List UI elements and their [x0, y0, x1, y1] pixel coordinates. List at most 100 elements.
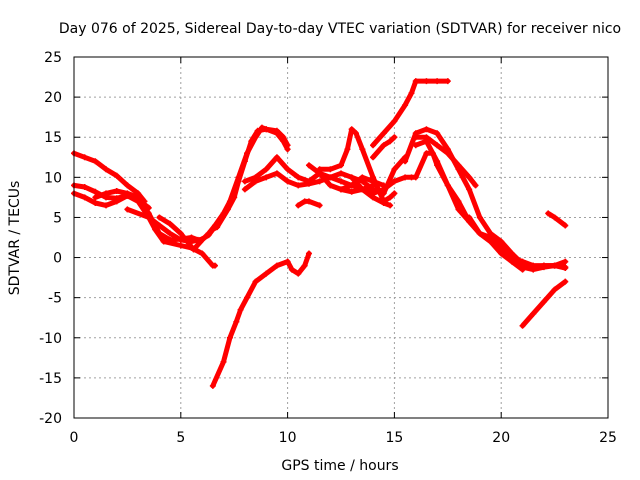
data-point — [226, 334, 233, 341]
data-point — [220, 358, 227, 365]
axis-ticks: 0 5 10 15 20 25 -20 -15 -10 -5 0 5 10 15 20 25 — [39, 50, 617, 446]
data-point — [295, 270, 302, 277]
series-arc-14 — [338, 182, 394, 209]
data-point — [402, 158, 409, 165]
data-point — [263, 166, 270, 173]
y-tick-label: -5 — [48, 291, 62, 307]
data-point — [258, 124, 265, 131]
data-point — [205, 230, 212, 237]
data-point — [391, 178, 398, 185]
data-point — [338, 178, 344, 185]
data-point — [562, 278, 569, 285]
data-point — [167, 230, 174, 237]
data-point — [226, 198, 233, 205]
data-point — [81, 194, 88, 201]
series-arc-5 — [124, 126, 291, 245]
data-series — [71, 78, 569, 389]
data-point — [244, 294, 251, 301]
series-trace — [545, 210, 568, 228]
series-trace — [156, 125, 291, 252]
data-point — [444, 78, 451, 85]
data-point — [434, 158, 441, 165]
data-point — [380, 142, 387, 149]
data-point — [472, 182, 479, 189]
data-point — [135, 194, 142, 201]
data-point — [391, 134, 398, 141]
data-point — [177, 242, 184, 249]
data-point — [423, 150, 430, 157]
data-point — [408, 90, 415, 97]
chart-title: Day 076 of 2025, Sidereal Day-to-day VTE… — [59, 21, 621, 37]
data-point — [370, 186, 377, 193]
x-tick-label: 0 — [70, 430, 79, 446]
data-point — [244, 150, 251, 157]
data-point — [545, 210, 552, 217]
series-arc-20 — [412, 138, 569, 273]
data-point — [434, 130, 441, 137]
data-point — [273, 262, 280, 269]
data-point — [199, 236, 206, 243]
data-point — [540, 264, 547, 271]
data-point — [540, 298, 547, 305]
data-point — [370, 194, 377, 201]
data-point — [519, 266, 526, 273]
data-point — [301, 262, 308, 269]
data-point — [288, 266, 295, 273]
x-tick-label: 20 — [492, 430, 510, 446]
series-arc-21 — [466, 214, 526, 273]
data-point — [295, 202, 302, 209]
data-point — [103, 190, 110, 197]
data-point — [295, 182, 302, 189]
data-point — [562, 264, 569, 271]
data-point — [387, 194, 394, 201]
y-tick-label: -15 — [39, 371, 62, 387]
y-tick-label: 5 — [53, 210, 62, 226]
data-point — [423, 138, 430, 145]
data-point — [252, 178, 259, 185]
data-point — [412, 174, 419, 181]
data-point — [338, 162, 344, 169]
data-point — [562, 222, 569, 229]
data-point — [380, 190, 387, 197]
data-point — [190, 246, 197, 253]
data-point — [444, 182, 451, 189]
data-point — [92, 194, 99, 201]
grid-lines — [74, 57, 608, 418]
data-point — [551, 262, 558, 269]
series-arc-17 — [391, 150, 569, 271]
data-point — [487, 238, 494, 245]
x-tick-label: 15 — [385, 430, 403, 446]
data-point — [476, 214, 483, 221]
data-point — [273, 154, 280, 161]
data-point — [327, 174, 334, 181]
data-point — [498, 250, 505, 257]
data-point — [498, 238, 505, 245]
data-point — [412, 78, 419, 85]
data-point — [113, 198, 120, 205]
data-point — [455, 162, 462, 169]
series-trace — [391, 150, 568, 270]
data-point — [220, 210, 227, 217]
data-point — [237, 306, 244, 313]
data-point — [434, 78, 441, 85]
data-point — [391, 166, 398, 173]
data-point — [380, 200, 387, 207]
series-arc-6 — [156, 124, 291, 253]
data-point — [156, 230, 163, 237]
data-point — [316, 178, 323, 185]
data-point — [209, 382, 216, 389]
data-point — [241, 178, 248, 185]
y-axis-label: SDTVAR / TECUs — [7, 181, 23, 296]
data-point — [233, 318, 240, 325]
data-point — [160, 238, 167, 245]
data-point — [252, 278, 259, 285]
data-point — [344, 146, 351, 153]
data-point — [305, 180, 312, 187]
data-point — [530, 266, 537, 273]
data-point — [370, 142, 377, 149]
data-point — [263, 174, 270, 181]
data-point — [466, 174, 473, 181]
data-point — [103, 166, 110, 173]
data-point — [177, 230, 184, 237]
data-point — [235, 174, 242, 181]
